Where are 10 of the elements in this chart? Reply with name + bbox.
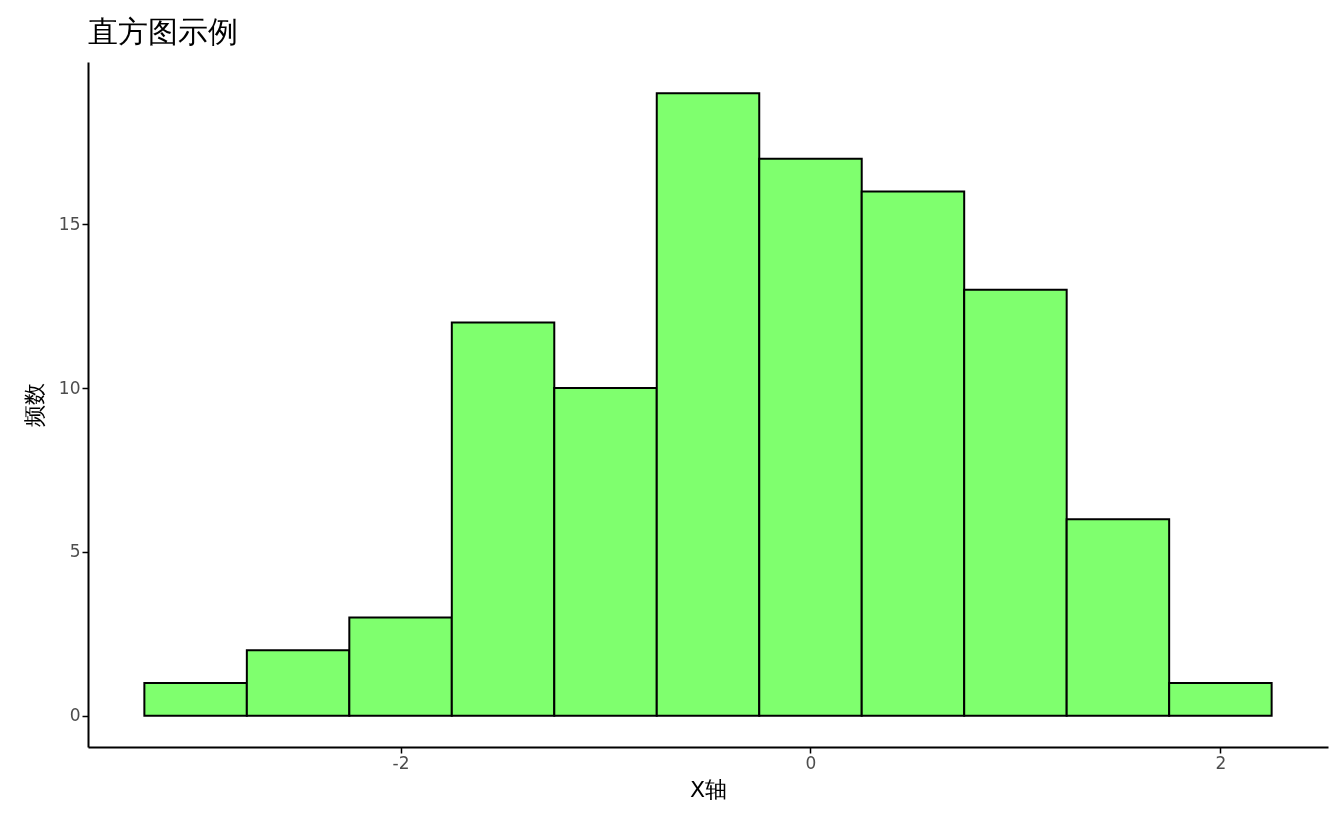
y-axis-title: 频数 <box>21 383 47 427</box>
y-tick-label: 10 <box>58 377 81 398</box>
y-tick-label: 5 <box>69 541 81 562</box>
x-tick-label: 0 <box>805 752 817 773</box>
x-tick-label: -2 <box>392 752 410 773</box>
chart-title: 直方图示例 <box>88 14 238 49</box>
x-tick-label: 2 <box>1215 752 1227 773</box>
y-tick-label: 15 <box>58 213 81 234</box>
x-axis-title: X轴 <box>689 776 728 802</box>
y-tick-label: 0 <box>69 705 81 726</box>
